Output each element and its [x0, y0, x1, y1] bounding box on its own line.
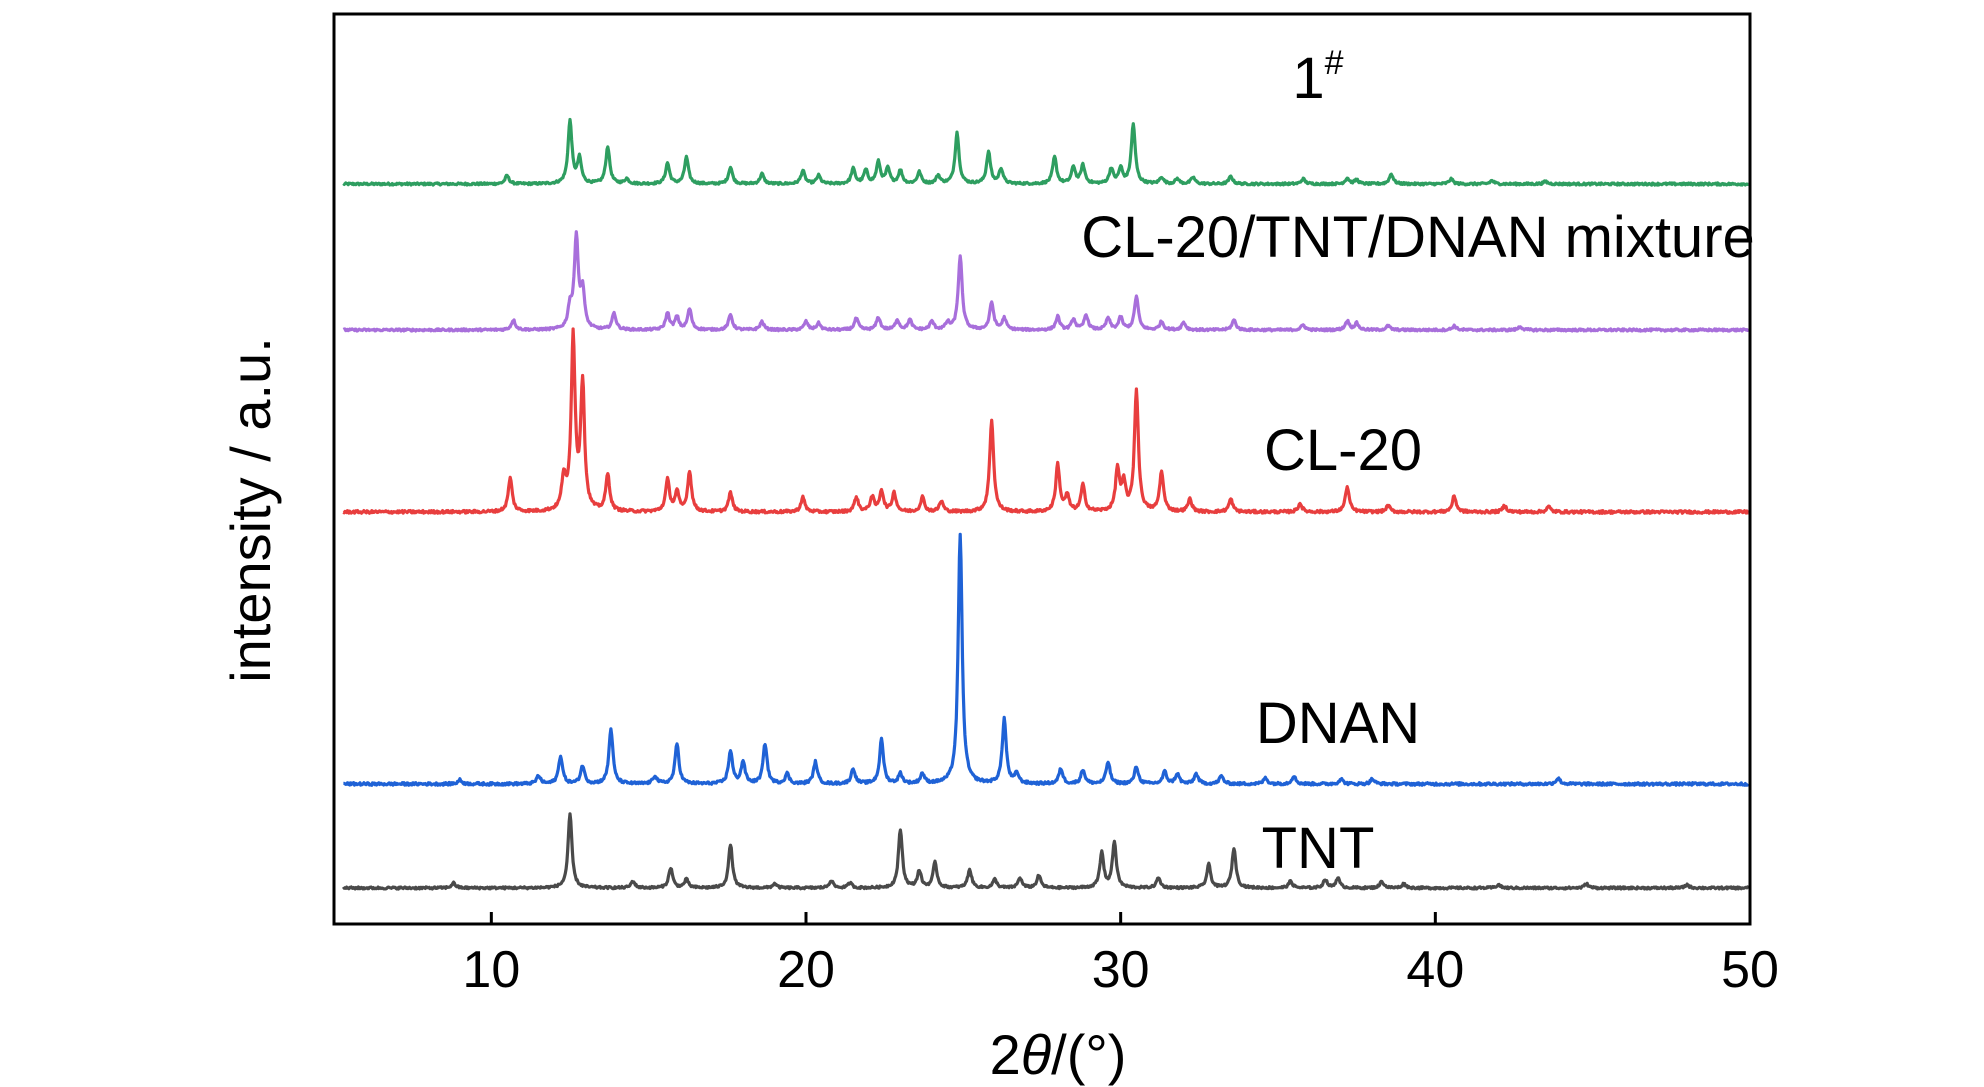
x-axis-title: 2θ/(°) — [990, 1023, 1127, 1086]
plot-frame — [332, 12, 1752, 926]
series-labels: 1# CL-20/TNT/DNAN mixture CL-20 DNAN TNT — [1081, 44, 1755, 881]
x-tick-label: 10 — [462, 941, 520, 999]
series-label: CL-20/TNT/DNAN mixture — [1081, 205, 1755, 270]
series-label: 1# — [1292, 44, 1343, 111]
series-line — [342, 230, 1750, 333]
series-label: TNT — [1262, 816, 1375, 881]
x-axis-tick-labels: 10 20 30 40 50 — [462, 941, 1779, 999]
x-tick-label: 50 — [1721, 941, 1779, 999]
series-line — [342, 117, 1750, 187]
x-tick-label: 20 — [777, 941, 835, 999]
series-line — [342, 812, 1750, 891]
x-tick-label: 30 — [1092, 941, 1150, 999]
series-label: DNAN — [1256, 691, 1420, 756]
series-line — [342, 532, 1750, 787]
x-axis-ticks — [489, 912, 1752, 924]
x-tick-label: 40 — [1406, 941, 1464, 999]
series-label: CL-20 — [1264, 418, 1422, 483]
series-line — [342, 327, 1750, 515]
y-axis-title: intensity / a.u. — [219, 337, 282, 683]
xrd-traces — [342, 117, 1750, 891]
